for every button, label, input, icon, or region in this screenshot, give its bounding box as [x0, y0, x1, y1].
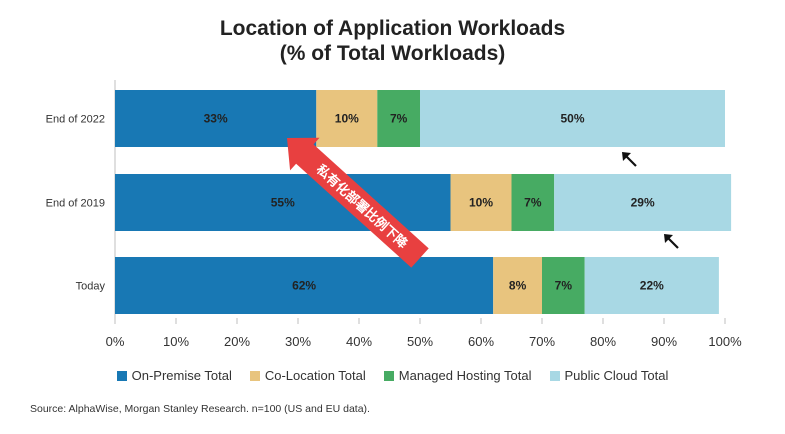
legend-item: On-Premise Total — [116, 368, 232, 383]
data-label: 29% — [631, 196, 655, 210]
data-label: 7% — [524, 196, 542, 210]
data-label: 22% — [640, 279, 664, 293]
data-label: 8% — [509, 279, 527, 293]
bar-segment — [542, 257, 585, 314]
data-label: 7% — [390, 112, 408, 126]
legend-label: Managed Hosting Total — [398, 368, 532, 383]
legend-swatch — [116, 370, 127, 381]
data-label: 33% — [204, 112, 228, 126]
x-tick-label: 60% — [468, 334, 494, 349]
bar-segment — [115, 90, 317, 147]
black-arrow-2022 — [622, 152, 637, 167]
category-label: End of 2022 — [46, 114, 105, 126]
legend-item: Public Cloud Total — [549, 368, 669, 383]
data-label: 10% — [335, 112, 359, 126]
data-label: 10% — [469, 196, 493, 210]
x-tick-label: 20% — [224, 334, 250, 349]
legend-item: Managed Hosting Total — [383, 368, 532, 383]
legend-swatch — [383, 370, 394, 381]
bar-segment — [554, 174, 732, 231]
category-label: Today — [76, 281, 106, 293]
x-tick-label: 10% — [163, 334, 189, 349]
x-tick-label: 0% — [106, 334, 125, 349]
legend-label: Public Cloud Total — [564, 368, 669, 383]
source-note: Source: AlphaWise, Morgan Stanley Resear… — [30, 403, 370, 415]
black-arrow-2019 — [664, 234, 679, 249]
legend-swatch — [249, 370, 260, 381]
legend-item: Co-Location Total — [249, 368, 366, 383]
chart-title-line-2: (% of Total Workloads) — [279, 42, 506, 65]
data-label: 62% — [292, 279, 316, 293]
x-tick-label: 70% — [529, 334, 555, 349]
bar-segment — [377, 90, 420, 147]
bar-segment — [316, 90, 378, 147]
x-tick-label: 90% — [651, 334, 677, 349]
legend-swatch — [549, 370, 560, 381]
x-tick-label: 80% — [590, 334, 616, 349]
x-tick-label: 100% — [708, 334, 742, 349]
legend-label: On-Premise Total — [131, 368, 232, 383]
bar-segment — [420, 90, 725, 147]
data-label: 50% — [560, 112, 584, 126]
category-label: End of 2019 — [46, 198, 105, 210]
x-tick-label: 30% — [285, 334, 311, 349]
data-label: 55% — [271, 196, 295, 210]
bar-segment — [493, 257, 542, 314]
bar-segment — [115, 257, 494, 314]
data-label: 7% — [555, 279, 573, 293]
bar-segment — [584, 257, 719, 314]
chart-title: Location of Application Workloads (% of … — [0, 16, 785, 66]
chart-legend: On-Premise Total Co-Location Total Managed… — [0, 368, 785, 383]
x-tick-label: 40% — [346, 334, 372, 349]
arrow-head — [664, 234, 673, 243]
red-arrow-shape — [286, 137, 429, 268]
bar-segment — [511, 174, 555, 231]
chart-title-line-1: Location of Application Workloads — [219, 17, 566, 40]
bar-segment — [450, 174, 512, 231]
legend-label: Co-Location Total — [264, 368, 366, 383]
arrow-head — [622, 152, 631, 161]
x-tick-label: 50% — [407, 334, 433, 349]
